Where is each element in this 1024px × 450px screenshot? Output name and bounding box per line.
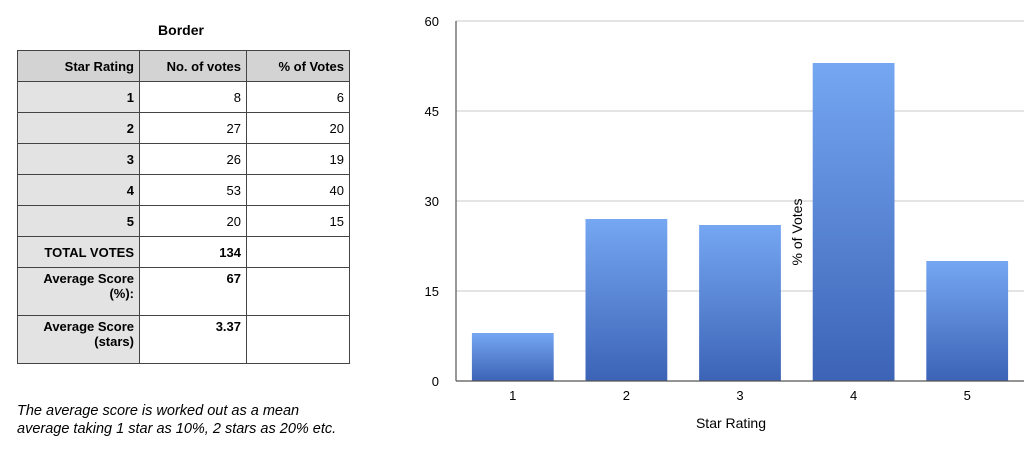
header-votes: No. of votes xyxy=(139,50,247,82)
votes-table: Star Rating No. of votes % of Votes 1 8 … xyxy=(17,50,350,364)
table-row: 2 27 20 xyxy=(17,112,350,144)
row-votes: 27 xyxy=(139,112,247,144)
y-tick-label: 15 xyxy=(425,284,439,299)
y-tick-label: 30 xyxy=(425,194,439,209)
y-tick-label: 0 xyxy=(432,374,439,389)
bar-3 xyxy=(699,225,781,381)
total-votes-empty xyxy=(246,236,350,268)
x-tick-label: 3 xyxy=(736,388,743,403)
x-tick-label: 4 xyxy=(850,388,857,403)
row-rating: 1 xyxy=(17,81,140,113)
footnote-line-2: average taking 1 star as 10%, 2 stars as… xyxy=(17,421,337,437)
average-percent-row: Average Score (%): 67 xyxy=(17,267,350,316)
total-votes-row: TOTAL VOTES 134 xyxy=(17,236,350,268)
x-tick-label: 5 xyxy=(964,388,971,403)
row-percent: 20 xyxy=(246,112,350,144)
row-percent: 19 xyxy=(246,143,350,175)
header-percent: % of Votes xyxy=(246,50,350,82)
table-title: Border xyxy=(158,22,204,38)
y-axis-title: % of Votes xyxy=(789,199,805,266)
row-rating: 2 xyxy=(17,112,140,144)
average-percent-value: 67 xyxy=(139,267,247,316)
footnote: The average score is worked out as a mea… xyxy=(17,402,397,438)
bar-4 xyxy=(812,63,895,381)
average-percent-label: Average Score (%): xyxy=(17,267,140,316)
average-stars-label: Average Score (stars) xyxy=(17,315,140,364)
table-row: 1 8 6 xyxy=(17,81,350,113)
row-votes: 26 xyxy=(139,143,247,175)
average-percent-empty xyxy=(246,267,350,316)
row-rating: 4 xyxy=(17,174,140,206)
total-votes-label: TOTAL VOTES xyxy=(17,236,140,268)
x-tick-label: 2 xyxy=(623,388,630,403)
header-star-rating: Star Rating xyxy=(17,50,140,82)
x-axis-title: Star Rating xyxy=(696,415,766,431)
row-rating: 3 xyxy=(17,143,140,175)
y-tick-label: 45 xyxy=(425,104,439,119)
total-votes-value: 134 xyxy=(139,236,247,268)
y-tick-label: 60 xyxy=(425,14,439,29)
row-votes: 8 xyxy=(139,81,247,113)
table-header-row: Star Rating No. of votes % of Votes xyxy=(17,50,350,82)
row-percent: 6 xyxy=(246,81,350,113)
footnote-line-1: The average score is worked out as a mea… xyxy=(17,403,300,419)
row-percent: 40 xyxy=(246,174,350,206)
bar-5 xyxy=(926,261,1009,381)
average-stars-empty xyxy=(246,315,350,364)
table-row: 3 26 19 xyxy=(17,143,350,175)
bar-2 xyxy=(585,219,668,381)
row-votes: 20 xyxy=(139,205,247,237)
bar-1 xyxy=(471,333,554,381)
row-percent: 15 xyxy=(246,205,350,237)
row-votes: 53 xyxy=(139,174,247,206)
row-rating: 5 xyxy=(17,205,140,237)
average-stars-row: Average Score (stars) 3.37 xyxy=(17,315,350,364)
average-stars-value: 3.37 xyxy=(139,315,247,364)
table-row: 4 53 40 xyxy=(17,174,350,206)
x-tick-label: 1 xyxy=(509,388,516,403)
table-row: 5 20 15 xyxy=(17,205,350,237)
